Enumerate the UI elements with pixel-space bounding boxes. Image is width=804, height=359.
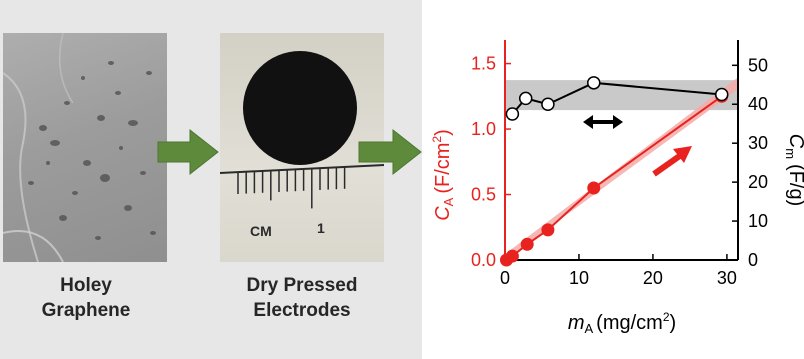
plot-layer: 0 10 20 30 0.0 0.5 1.0 1.5 0 10 20 30 40 50 [471,40,768,288]
graphene-texture [3,33,156,262]
graphene-caption: Holey Graphene [0,273,172,323]
data-point [541,97,555,111]
y-left-tick-label: 0.0 [471,250,496,270]
x-tick-label: 30 [717,268,737,288]
holey-graphene-image [3,33,167,262]
data-point [505,107,520,121]
y-right-tick-label: 40 [748,94,768,114]
data-point [520,237,534,251]
electrodes-caption-line2: Electrodes [253,300,351,321]
data-point [714,87,729,102]
electrode-photo: CM 1 [220,33,384,262]
electrodes-caption: Dry Pressed Electrodes [210,273,394,323]
red-arrow-shaft [652,152,683,177]
double-arrow-head-right [613,115,623,129]
electrode-disc [243,51,357,165]
x-tick-label: 10 [569,268,589,288]
flow-arrow-2 [358,128,422,176]
ruler-unit-label: CM [250,223,272,239]
double-arrow-head-left [583,115,593,129]
ruler-ticks [237,166,346,209]
data-point [587,181,601,195]
data-point [505,249,519,263]
y-right-axis-title: Cm(F/g) [783,134,804,207]
x-tick-label: 0 [500,268,510,288]
flow-arrow-1 [157,128,219,176]
electrode-photo-drawing: CM 1 [220,51,384,239]
ruler-edge [220,164,384,174]
y-left-tick-label: 0.5 [471,185,496,205]
data-point [518,91,533,106]
ruler-number-label: 1 [317,220,325,236]
y-left-tick-label: 1.5 [471,54,496,74]
graphene-caption-line2: Graphene [41,300,131,321]
y-right-tick-label: 20 [748,172,768,192]
y-right-tick-label: 10 [748,211,768,231]
red-arrow-head [673,146,692,163]
x-tick-label: 20 [643,268,663,288]
y-right-tick-label: 0 [748,250,758,270]
y-right-tick-label: 50 [748,55,768,75]
data-point [541,223,555,237]
y-left-axis-title: CA(F/cm2) [430,129,456,221]
x-axis-title: mA (mg/cm2) [568,310,676,336]
electrodes-caption-line1: Dry Pressed [246,275,358,296]
y-left-tick-label: 1.0 [471,119,496,139]
y-right-tick-label: 30 [748,133,768,153]
data-point [587,76,601,90]
graphene-caption-line1: Holey [60,275,112,296]
